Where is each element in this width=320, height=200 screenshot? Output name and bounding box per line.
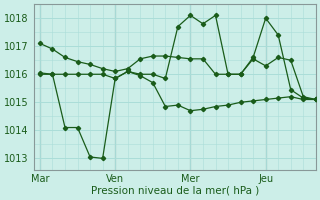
X-axis label: Pression niveau de la mer( hPa ): Pression niveau de la mer( hPa ) <box>91 186 259 196</box>
